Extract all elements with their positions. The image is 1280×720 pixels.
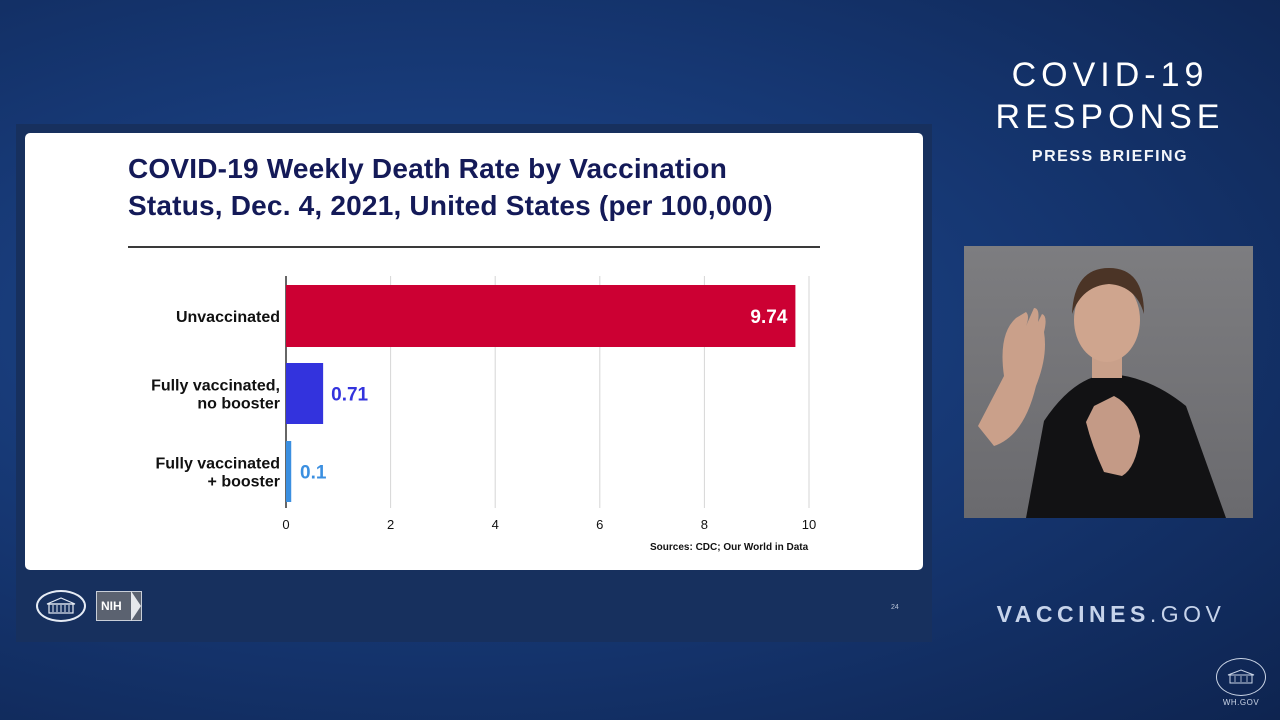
brand-title-covid: COVID-19 — [1011, 56, 1209, 94]
category-label-2-0: Fully vaccinated — [156, 456, 281, 473]
value-label-0: 9.74 — [750, 307, 787, 328]
category-label-1-0: Fully vaccinated, — [151, 378, 280, 395]
slide-card — [25, 133, 923, 570]
title-rule — [128, 246, 820, 248]
category-label-0-0: Unvaccinated — [176, 309, 280, 326]
nih-chevron-icon — [131, 591, 141, 621]
brand-subtitle: PRESS BRIEFING — [1031, 148, 1189, 165]
nih-logo: NIH — [96, 591, 142, 621]
sources-note: Sources: CDC; Our World in Data — [650, 542, 809, 553]
bar-0 — [286, 285, 796, 347]
category-label-2-1: + booster — [208, 474, 280, 491]
white-house-seal-icon — [36, 590, 86, 622]
slide-title: COVID-19 Weekly Death Rate by Vaccinatio… — [128, 153, 773, 221]
slide-page-number: 24 — [891, 604, 899, 611]
white-house-corner-seal-icon — [1216, 658, 1266, 696]
x-tick-label-6: 6 — [596, 517, 603, 532]
vaccines-gov-url: VACCINES.GOV — [966, 601, 1256, 628]
x-tick-label-10: 10 — [802, 517, 816, 532]
x-tick-label-0: 0 — [282, 517, 289, 532]
x-tick-label-2: 2 — [387, 517, 394, 532]
vaccines-url-suffix: .GOV — [1149, 601, 1226, 627]
label-layer: 0 2 4 6 8 10 9.74 Unvaccinated 0.71 Fully vaccina… — [151, 307, 816, 532]
value-label-2: 0.1 — [300, 463, 327, 484]
brand-title-response: RESPONSE — [995, 98, 1225, 136]
bar-layer — [286, 285, 796, 502]
nih-logo-text: NIH — [101, 599, 122, 613]
bar-2 — [286, 441, 292, 502]
sign-language-interpreter-video — [964, 246, 1253, 518]
wh-gov-watermark: WH.GOV — [1212, 658, 1270, 716]
x-tick-label-4: 4 — [492, 517, 499, 532]
vaccines-url-main: VACCINES — [996, 601, 1150, 627]
bar-1 — [286, 363, 324, 424]
wh-gov-label: WH.GOV — [1222, 698, 1260, 707]
category-label-1-1: no booster — [197, 396, 280, 413]
value-label-1: 0.71 — [331, 385, 368, 406]
x-tick-label-8: 8 — [701, 517, 708, 532]
